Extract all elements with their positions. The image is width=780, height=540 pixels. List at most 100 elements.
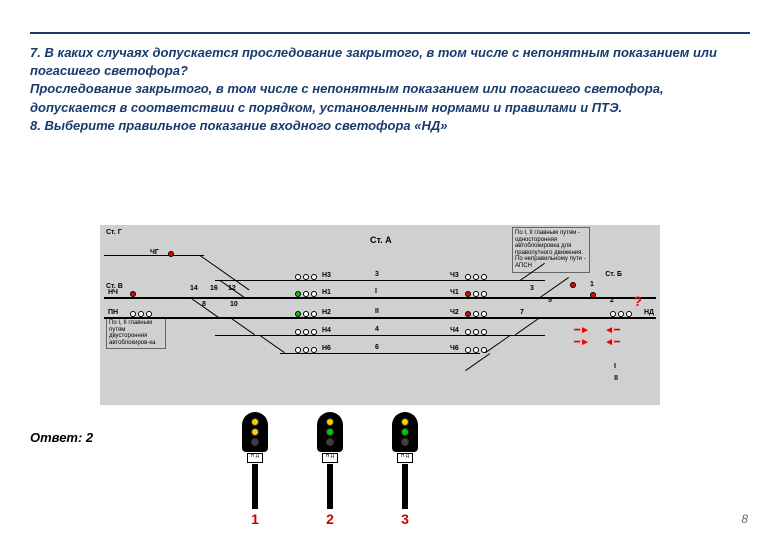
arrow-icon: ◄━ [604,337,620,348]
sig [626,311,632,317]
q7-answer: Проследование закрытого, в том числе с н… [30,80,750,116]
lbl-ch4: Ч4 [450,327,459,334]
sig [295,347,301,353]
question-block: 7. В каких случаях допускается проследов… [30,44,750,135]
trk: 7 [520,309,524,316]
trk: 6 [375,344,379,351]
roman-2: II [614,375,618,382]
lbl-nd: НД [644,309,654,316]
answer-label: Ответ: 2 [30,430,93,445]
trk: 8 [202,301,206,308]
option-number: 3 [375,511,435,527]
sig [311,347,317,353]
switch [485,335,510,353]
trk: 3 [375,271,379,278]
lbl-n2: Н2 [322,309,331,316]
lamp [326,438,334,446]
signal-pn [130,311,136,317]
sig [311,311,317,317]
arrow-icon: ◄━ [604,325,620,336]
lbl-n3: Н3 [322,272,331,279]
track [215,280,545,281]
lbl-ch2: Ч2 [450,309,459,316]
info-left: По I, II главным путям двусторонняя авто… [106,317,166,349]
label-st-a: Ст. А [370,235,392,245]
switch [200,255,250,290]
sig [481,274,487,280]
option-number: 2 [300,511,360,527]
trk: 12 [228,285,236,292]
sig [303,347,309,353]
sig [481,291,487,297]
lbl-ch3: Ч3 [450,272,459,279]
sig [465,329,471,335]
lamp [401,428,409,436]
sig [473,291,479,297]
sig [465,311,471,317]
sig [465,291,471,297]
sig [590,292,596,298]
sig [295,329,301,335]
signal-head [242,412,268,452]
lamp [401,438,409,446]
option-3: Н Д 3 [375,412,435,527]
switch [260,335,285,353]
switch [465,353,490,371]
sig [618,311,624,317]
q7-title: 7. В каких случаях допускается проследов… [30,44,750,80]
option-1: Н Д 1 [225,412,285,527]
lbl-ch6: Ч6 [450,345,459,352]
signal-pn3 [146,311,152,317]
trk: 3 [530,285,534,292]
sig [481,329,487,335]
lamp [251,418,259,426]
sig [303,329,309,335]
trk: 14 [190,285,198,292]
label-st-g: Ст. Г [106,229,122,236]
sig [295,291,301,297]
lamp [326,428,334,436]
sig [473,329,479,335]
lamp [251,438,259,446]
signal-head [392,412,418,452]
track-main-1 [104,297,656,299]
mast [327,464,333,509]
sig [295,274,301,280]
trk: 1 [590,281,594,288]
roman-1: I [614,363,616,370]
sig [311,329,317,335]
sig [473,347,479,353]
trk: 16 [210,285,218,292]
trk: I [375,288,377,295]
lamp [326,418,334,426]
label-st-b: Ст. Б [605,271,622,278]
mast [402,464,408,509]
track-main-2 [104,317,656,319]
plate: Н Д [397,453,413,463]
lbl-n4: Н4 [322,327,331,334]
lbl-n1: Н1 [322,289,331,296]
info-right: По I, II главным путям - односторонняя а… [512,227,590,273]
sig [295,311,301,317]
lamp [251,428,259,436]
sig [311,291,317,297]
lbl-n6: Н6 [322,345,331,352]
sig [311,274,317,280]
track [280,353,480,354]
option-number: 1 [225,511,285,527]
mast [252,464,258,509]
arrow-icon: ━► [574,337,590,348]
signal-pn2 [138,311,144,317]
header-rule [30,32,750,34]
signal-nch [130,291,136,297]
plate: Н Д [322,453,338,463]
trk: 2 [610,297,614,304]
sig [481,311,487,317]
page-number: 8 [741,512,748,526]
switch [515,317,540,335]
question-mark: ? [633,293,642,309]
switch [230,317,255,335]
sig [473,274,479,280]
lbl-pn: ПН [108,309,118,316]
track-diagram: Ст. Г Ст. А Ст. В Ст. Б По I, II главным… [100,225,660,405]
